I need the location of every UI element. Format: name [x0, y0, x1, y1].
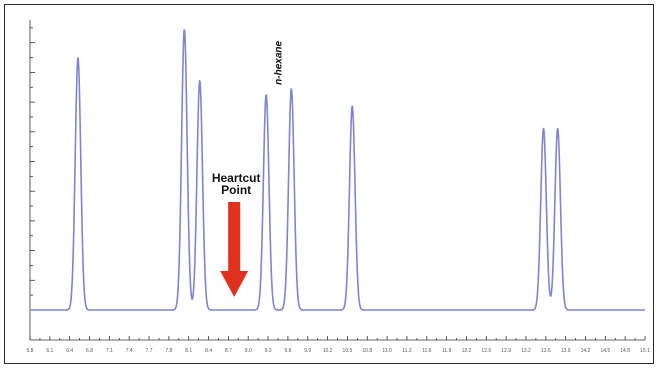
x-tick-label: 6.1 [46, 348, 53, 354]
x-tick-label: 14.8 [620, 348, 630, 354]
x-tick-label: 6.8 [86, 348, 93, 354]
annotation-line-1: Heartcut [212, 171, 261, 185]
x-tick-label: 7.4 [126, 348, 133, 354]
x-tick-label: 7.7 [146, 348, 153, 354]
x-ticks [29, 336, 646, 340]
x-tick-label: 13.2 [521, 348, 531, 354]
peak-label-n-hexane: n-hexane [273, 40, 284, 84]
x-tick-label: 9.9 [304, 348, 311, 354]
y-ticks [30, 27, 35, 311]
peak-2 [183, 28, 185, 30]
x-tick-label: 12.6 [481, 348, 491, 354]
x-tick-label: 12.2 [462, 348, 472, 354]
x-tick-label: 7.8 [165, 348, 172, 354]
x-tick-label: 11.9 [442, 348, 452, 354]
x-tick-label: 13.6 [541, 348, 551, 354]
x-tick-label: 11.2 [402, 348, 412, 354]
peak-4 [265, 93, 267, 95]
x-tick-label: 10.5 [343, 348, 353, 354]
x-tick-label: 11.6 [422, 348, 432, 354]
x-tick-label: 6.4 [66, 348, 73, 354]
x-tick-label: 5.8 [27, 348, 34, 354]
x-tick-labels: 5.8 6.1 6.4 6.8 7.1 7.4 7.7 7.8 8.1 8.4 8.7 9.0 9.3 9… [27, 348, 651, 354]
annotation-line-2: Point [221, 183, 251, 197]
chromatogram-trace [29, 29, 646, 311]
x-tick-label: 15.1 [640, 348, 650, 354]
x-tick-label: 9.0 [245, 348, 252, 354]
peak-1 [77, 56, 79, 58]
x-tick-label: 12.9 [501, 348, 511, 354]
x-tick-label: 8.7 [225, 348, 232, 354]
x-tick-label: 8.4 [205, 348, 212, 354]
red-down-arrow [220, 202, 249, 297]
peak-5 [290, 88, 292, 90]
x-tick-label: 10.8 [362, 348, 372, 354]
peak-8 [556, 127, 558, 129]
x-tick-label: 7.1 [106, 348, 113, 354]
x-tick-label: 13.9 [561, 348, 571, 354]
x-tick-label: 9.6 [284, 348, 291, 354]
x-tick-label: 10.2 [323, 348, 333, 354]
peak-7 [542, 127, 544, 129]
x-tick-label: 9.3 [265, 348, 272, 354]
x-tick-label: 8.1 [185, 348, 192, 354]
peak-labels: n-hexane [273, 40, 284, 84]
x-tick-label: 14.2 [581, 348, 591, 354]
peak-6 [351, 105, 353, 107]
x-tick-label: 14.5 [600, 348, 610, 354]
peak-3 [199, 79, 201, 81]
x-tick-label: 11.0 [382, 348, 392, 354]
